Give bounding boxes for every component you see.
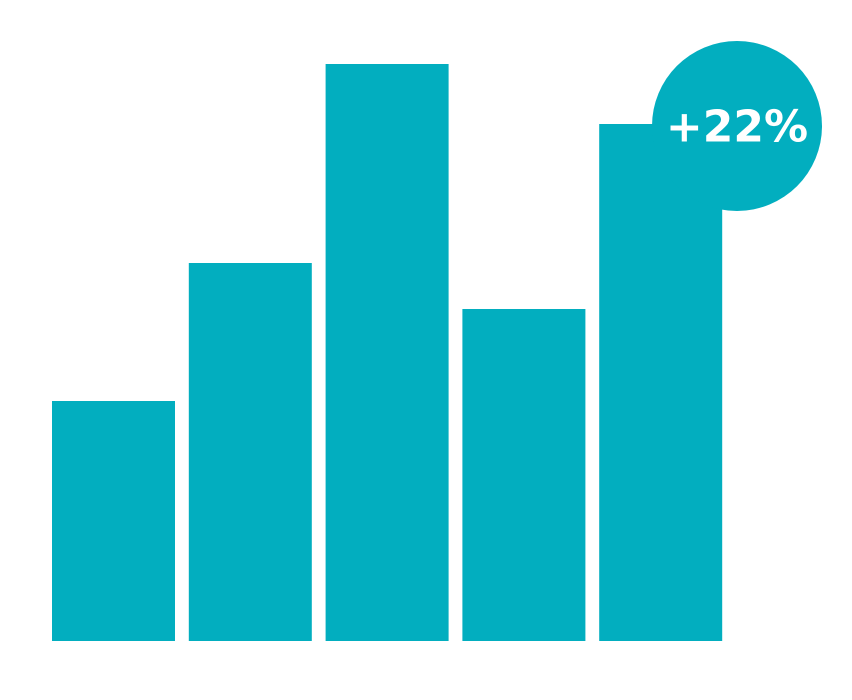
badge-circle (652, 41, 822, 211)
bar (599, 124, 723, 641)
badge-label: +22% (666, 102, 808, 153)
bars (52, 64, 723, 641)
bar (188, 263, 312, 641)
bar (325, 64, 449, 641)
bar (52, 401, 175, 641)
badge: +22% (652, 41, 822, 211)
bar (462, 309, 586, 641)
